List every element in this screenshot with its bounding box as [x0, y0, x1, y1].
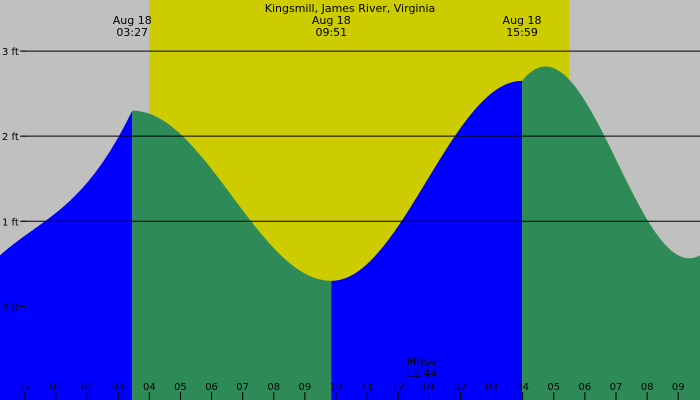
tide-area-rising	[331, 80, 523, 400]
x-tick-label: 09	[299, 382, 312, 393]
x-tick-label: 04	[516, 382, 529, 393]
y-tick-label: 3 ft	[2, 47, 19, 58]
moonrise-label: 12:44	[406, 367, 438, 380]
x-tick-label: 01	[50, 382, 63, 393]
tide-area-layer	[0, 66, 700, 400]
extreme-date-label: Aug 18	[312, 14, 351, 27]
extreme-time-label: 03:27	[116, 26, 148, 39]
x-tick-label: 11	[361, 382, 374, 393]
x-tick-label: 06	[579, 382, 592, 393]
x-tick-label: 12	[19, 382, 32, 393]
x-tick-label: 03	[485, 382, 498, 393]
x-tick-label: 01	[423, 382, 436, 393]
x-tick-label: 08	[267, 382, 280, 393]
moonrise-label: Mrise	[407, 355, 437, 368]
tide-area-rising	[0, 110, 133, 400]
y-tick-label: 1 ft	[2, 217, 19, 228]
extreme-date-label: Aug 18	[113, 14, 152, 27]
extreme-date-label: Aug 18	[503, 14, 542, 27]
chart-title: Kingsmill, James River, Virginia	[265, 2, 436, 15]
y-tick-label: 0 ft	[2, 302, 19, 313]
x-tick-label: 07	[236, 382, 249, 393]
x-tick-label: 05	[174, 382, 187, 393]
x-tick-label: 03	[112, 382, 125, 393]
y-tick-label: 2 ft	[2, 132, 19, 143]
x-tick-label: 02	[454, 382, 467, 393]
x-tick-label: 10	[330, 382, 343, 393]
gridlines	[20, 50, 700, 307]
x-tick-label: 07	[610, 382, 623, 393]
extreme-time-label: 09:51	[315, 26, 347, 39]
x-tick-label: 04	[143, 382, 156, 393]
extreme-time-label: 15:59	[506, 26, 538, 39]
x-tick-labels: 12 01 02 03 04 05 06 07 08 09 10 11 12 01 02 03 04 05 06 07…	[19, 382, 685, 400]
tide-area-falling	[132, 110, 332, 400]
x-tick-label: 06	[205, 382, 218, 393]
x-tick-label: 02	[81, 382, 94, 393]
tide-area-falling	[522, 66, 700, 400]
x-tick-label: 05	[547, 382, 560, 393]
x-tick-label: 12	[392, 382, 405, 393]
x-tick-label: 09	[672, 382, 685, 393]
y-tick-labels: 0 ft 1 ft 2 ft 3 ft	[2, 47, 19, 313]
x-tick-label: 08	[641, 382, 654, 393]
